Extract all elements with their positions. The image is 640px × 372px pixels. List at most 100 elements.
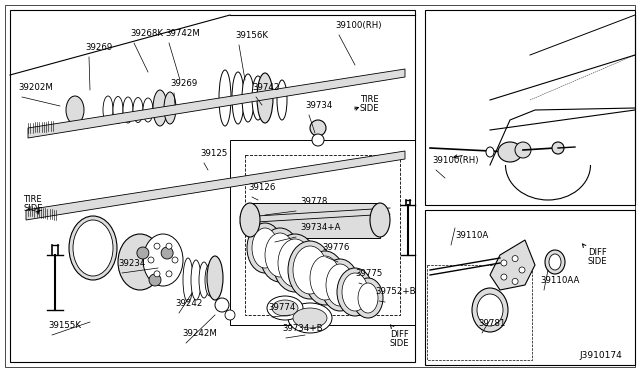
Ellipse shape <box>207 256 223 300</box>
Polygon shape <box>490 240 535 290</box>
Text: SIDE: SIDE <box>23 204 42 213</box>
Ellipse shape <box>278 239 312 287</box>
Ellipse shape <box>148 257 154 263</box>
Bar <box>10 10 415 362</box>
Ellipse shape <box>549 254 561 270</box>
Ellipse shape <box>260 228 300 282</box>
Text: TIRE: TIRE <box>360 95 379 104</box>
Text: 39752+B: 39752+B <box>375 287 415 296</box>
Ellipse shape <box>199 262 209 298</box>
Ellipse shape <box>215 298 229 312</box>
Bar <box>427 265 532 360</box>
Bar <box>245 155 400 315</box>
Text: 39110AA: 39110AA <box>540 276 579 285</box>
Text: 39778: 39778 <box>300 197 328 206</box>
Ellipse shape <box>326 264 354 306</box>
Text: 39155K: 39155K <box>48 321 81 330</box>
Text: 39234: 39234 <box>118 259 145 268</box>
Ellipse shape <box>477 294 503 326</box>
Ellipse shape <box>273 234 317 292</box>
Text: 39100(RH): 39100(RH) <box>335 21 381 30</box>
Ellipse shape <box>66 96 84 124</box>
Ellipse shape <box>277 80 287 120</box>
Text: SIDE: SIDE <box>360 104 380 113</box>
Text: 39734+A: 39734+A <box>300 223 340 232</box>
Ellipse shape <box>143 234 183 286</box>
Polygon shape <box>28 69 405 138</box>
Text: SIDE: SIDE <box>588 257 607 266</box>
Ellipse shape <box>113 96 123 124</box>
Text: TIRE: TIRE <box>23 195 42 204</box>
Ellipse shape <box>515 142 531 158</box>
Ellipse shape <box>501 274 507 280</box>
Text: DIFF: DIFF <box>390 330 409 339</box>
Ellipse shape <box>293 246 327 294</box>
Ellipse shape <box>252 228 278 268</box>
Ellipse shape <box>137 247 149 259</box>
Ellipse shape <box>247 223 283 273</box>
Bar <box>230 140 415 325</box>
Text: 39776: 39776 <box>322 243 349 252</box>
Bar <box>425 10 635 205</box>
Ellipse shape <box>143 98 153 122</box>
Ellipse shape <box>519 267 525 273</box>
Text: 39775: 39775 <box>355 269 382 278</box>
Ellipse shape <box>232 72 244 124</box>
Text: 39242M: 39242M <box>182 329 217 338</box>
Ellipse shape <box>498 142 522 162</box>
Ellipse shape <box>164 92 176 124</box>
Text: J3910174: J3910174 <box>579 351 622 360</box>
Ellipse shape <box>154 271 160 277</box>
Text: 39242: 39242 <box>175 299 202 308</box>
Text: 39742: 39742 <box>252 83 280 92</box>
Ellipse shape <box>252 76 264 120</box>
Ellipse shape <box>242 74 254 122</box>
Ellipse shape <box>240 203 260 237</box>
Ellipse shape <box>166 271 172 277</box>
Text: 39126: 39126 <box>248 183 275 192</box>
Ellipse shape <box>370 203 390 237</box>
Ellipse shape <box>147 238 179 282</box>
Text: 39100(RH): 39100(RH) <box>432 156 479 165</box>
Ellipse shape <box>153 90 167 126</box>
Text: 39202M: 39202M <box>18 83 53 92</box>
Ellipse shape <box>512 256 518 262</box>
Ellipse shape <box>342 273 368 311</box>
Text: 39774: 39774 <box>268 303 296 312</box>
Ellipse shape <box>133 97 143 122</box>
Ellipse shape <box>69 216 117 280</box>
Bar <box>425 210 635 365</box>
Text: 39269: 39269 <box>85 43 112 52</box>
Ellipse shape <box>552 142 564 154</box>
Ellipse shape <box>103 96 113 124</box>
Ellipse shape <box>149 274 161 286</box>
Ellipse shape <box>288 303 332 333</box>
Ellipse shape <box>172 257 178 263</box>
Ellipse shape <box>225 310 235 320</box>
Ellipse shape <box>288 241 332 299</box>
Text: 39268K: 39268K <box>130 29 163 38</box>
Text: 39734: 39734 <box>305 101 332 110</box>
Ellipse shape <box>123 97 133 123</box>
Text: DIFF: DIFF <box>588 248 607 257</box>
Text: 39110A: 39110A <box>455 231 488 240</box>
Ellipse shape <box>205 264 215 296</box>
Ellipse shape <box>191 260 201 300</box>
Ellipse shape <box>267 296 303 320</box>
Ellipse shape <box>312 134 324 146</box>
Ellipse shape <box>305 251 345 305</box>
Ellipse shape <box>183 258 193 302</box>
Ellipse shape <box>272 300 298 316</box>
Text: 39742M: 39742M <box>165 29 200 38</box>
Text: 39734+B: 39734+B <box>282 324 323 333</box>
Polygon shape <box>26 151 405 220</box>
Ellipse shape <box>161 247 173 259</box>
Ellipse shape <box>154 243 160 249</box>
Ellipse shape <box>486 147 494 157</box>
Ellipse shape <box>257 73 273 123</box>
Text: SIDE: SIDE <box>390 339 410 348</box>
Ellipse shape <box>166 243 172 249</box>
Ellipse shape <box>219 70 231 126</box>
Text: 39269: 39269 <box>170 79 197 88</box>
Text: 39156K: 39156K <box>235 31 268 40</box>
